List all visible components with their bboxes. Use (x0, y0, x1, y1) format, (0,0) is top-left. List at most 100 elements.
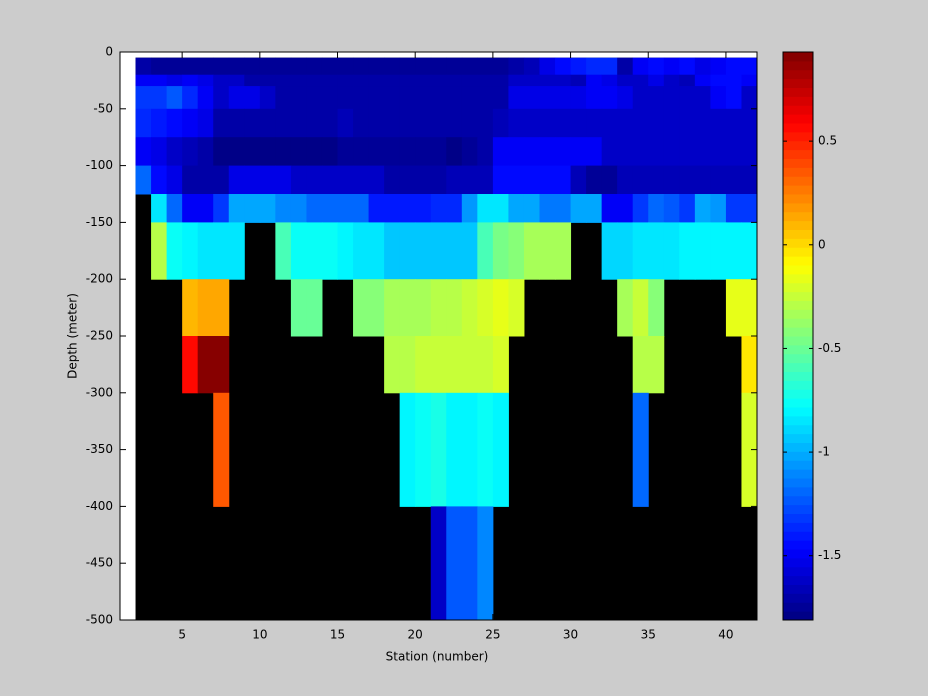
cell (290, 165, 307, 195)
cell (306, 279, 323, 337)
cell (151, 194, 168, 223)
cell (741, 57, 758, 76)
cell (368, 279, 385, 337)
cell (523, 222, 540, 280)
colorbar-swatch (783, 433, 813, 443)
cell (663, 57, 680, 76)
cell (570, 57, 587, 76)
cell (586, 57, 603, 76)
cell (415, 165, 432, 195)
cell (648, 108, 665, 138)
cell (306, 137, 323, 167)
cell (384, 57, 401, 76)
cell (508, 194, 525, 223)
cell (430, 336, 447, 394)
colorbar-swatch (783, 309, 813, 319)
cell (477, 336, 494, 394)
cell (213, 57, 230, 76)
cell (415, 194, 432, 223)
cell (321, 74, 339, 87)
cell (244, 194, 261, 223)
cell (477, 165, 494, 195)
cell (182, 165, 199, 195)
cell (353, 108, 370, 138)
cell (461, 336, 478, 394)
cell (399, 279, 416, 337)
colorbar-swatch (783, 584, 813, 594)
cell (679, 108, 696, 138)
colorbar-swatch (783, 451, 813, 461)
cell (663, 194, 680, 223)
colorbar-swatch (783, 247, 813, 257)
cell (663, 222, 680, 280)
colorbar-swatch (783, 105, 813, 115)
cell (477, 108, 494, 138)
cell (290, 279, 307, 337)
cell (601, 222, 618, 280)
cell (461, 137, 478, 167)
colorbar-swatch (783, 504, 813, 514)
y-tick-label: -250 (86, 329, 113, 343)
cell (601, 137, 618, 167)
cell (570, 194, 587, 223)
cell (725, 279, 742, 337)
cell (461, 74, 478, 87)
cell (306, 86, 323, 110)
cell (508, 279, 525, 337)
cell (321, 194, 339, 223)
cell (306, 194, 323, 223)
colorbar-tick-label: -1 (818, 445, 830, 459)
cell (306, 57, 323, 76)
cell (601, 194, 618, 223)
cell (679, 86, 696, 110)
cell (555, 86, 572, 110)
cell (290, 194, 307, 223)
cell (617, 279, 634, 337)
colorbar-swatch (783, 424, 813, 435)
cell (430, 194, 447, 223)
cell (570, 108, 587, 138)
cell (353, 165, 370, 195)
cell (321, 137, 339, 167)
cell (197, 165, 214, 195)
cell (368, 57, 385, 76)
cell (508, 137, 525, 167)
cell (182, 137, 199, 167)
cell (384, 279, 401, 337)
cell (430, 86, 447, 110)
colorbar-swatch (783, 566, 813, 577)
cell (337, 194, 354, 223)
cell (741, 279, 758, 337)
cell (197, 194, 214, 223)
colorbar-tick-label: 0 (818, 237, 826, 251)
cell (539, 74, 556, 87)
cell (555, 194, 572, 223)
cell (617, 86, 634, 110)
cell (244, 137, 261, 167)
colorbar-swatch (783, 291, 813, 301)
cell (259, 165, 276, 195)
cell (384, 165, 401, 195)
colorbar-swatch (783, 531, 813, 541)
cell (368, 74, 385, 87)
cell (586, 137, 603, 167)
cell (197, 137, 214, 167)
cell (415, 57, 432, 76)
colorbar-swatch (783, 96, 813, 106)
cell (555, 57, 572, 76)
cell (446, 279, 463, 337)
y-tick-label: -400 (86, 499, 113, 513)
cell (151, 74, 168, 87)
cell (570, 74, 587, 87)
cell (213, 137, 230, 167)
cell (430, 506, 447, 621)
cell (166, 165, 183, 195)
cell (477, 506, 494, 621)
cell (648, 137, 665, 167)
cell (353, 137, 370, 167)
colorbar-swatch (783, 318, 813, 328)
colorbar-swatch (783, 398, 813, 408)
cell (399, 336, 416, 394)
cell (586, 86, 603, 110)
colorbar-swatch (783, 602, 813, 612)
